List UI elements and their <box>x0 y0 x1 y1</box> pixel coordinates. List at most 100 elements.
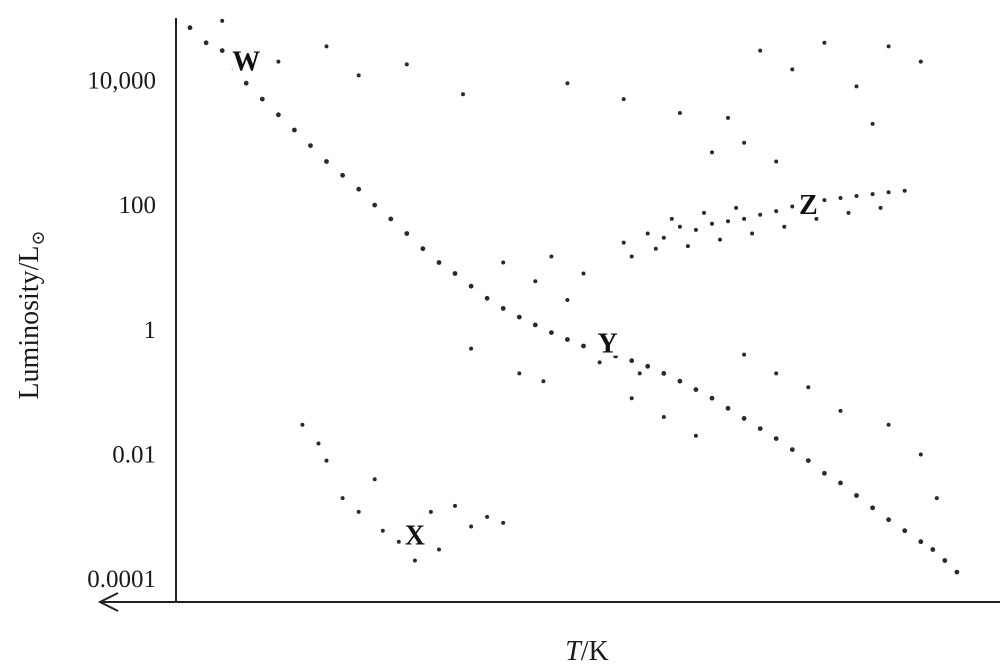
star-point <box>653 246 658 251</box>
star-point <box>758 48 763 53</box>
star-point <box>420 246 426 252</box>
star-point <box>203 40 209 46</box>
star-point <box>324 159 329 164</box>
star-point <box>805 458 811 463</box>
star-point <box>886 190 891 195</box>
sun-symbol: ⊙ <box>28 230 48 245</box>
star-point <box>565 81 570 86</box>
x-axis-title: T/K <box>565 636 609 666</box>
star-point <box>774 371 779 376</box>
y-tick-label: 0.0001 <box>87 566 156 593</box>
star-point <box>870 505 875 511</box>
star-point <box>516 314 522 320</box>
star-point <box>340 496 345 501</box>
star-point <box>725 405 731 411</box>
star-point <box>629 254 634 259</box>
star-point <box>468 283 474 289</box>
star-point <box>790 67 795 72</box>
star-point <box>774 209 779 214</box>
star-point <box>677 224 682 229</box>
star-point <box>541 379 546 384</box>
star-point <box>565 298 570 302</box>
star-point <box>372 202 378 208</box>
star-point <box>597 360 602 365</box>
region-labels: W X Y Z <box>232 43 823 552</box>
star-point <box>219 48 225 53</box>
star-point <box>918 59 923 64</box>
star-point <box>533 279 538 284</box>
star-point <box>854 493 859 498</box>
star-point <box>846 210 851 215</box>
star-point <box>693 387 699 392</box>
star-point <box>187 25 193 31</box>
star-point <box>774 159 779 164</box>
star-point <box>437 547 441 552</box>
star-point <box>726 219 730 224</box>
star-point <box>581 271 586 276</box>
star-point <box>243 80 249 86</box>
star-point <box>565 337 570 342</box>
star-point <box>461 92 465 97</box>
star-point <box>549 254 554 259</box>
star-point <box>838 408 843 413</box>
region-label-y: Y <box>597 329 617 360</box>
star-point <box>549 330 554 335</box>
star-point <box>500 306 506 311</box>
star-points <box>187 18 960 575</box>
star-point <box>532 322 538 328</box>
star-point <box>726 115 730 120</box>
star-point <box>677 378 683 384</box>
star-point <box>645 363 651 369</box>
star-point <box>757 426 763 431</box>
star-point <box>621 240 626 245</box>
star-point <box>930 547 936 552</box>
star-point <box>380 528 385 533</box>
star-point <box>356 186 362 192</box>
star-point <box>693 227 698 232</box>
star-point <box>934 496 939 501</box>
star-point <box>870 121 875 126</box>
star-point <box>854 84 859 89</box>
y-tick-labels: 10,000 100 1 0.01 0.0001 <box>87 67 156 593</box>
star-point <box>428 509 433 514</box>
star-point <box>773 436 779 441</box>
star-point <box>517 371 522 376</box>
star-point <box>870 192 875 197</box>
star-point <box>902 188 907 193</box>
star-point <box>954 569 960 575</box>
star-point <box>484 295 490 301</box>
star-point <box>501 260 506 265</box>
star-point <box>340 172 345 178</box>
star-point <box>822 40 827 45</box>
star-point <box>404 62 409 67</box>
star-point <box>661 235 666 240</box>
y-tick-label: 1 <box>144 317 157 344</box>
star-point <box>782 224 787 229</box>
star-point <box>886 44 891 49</box>
star-point <box>742 140 747 145</box>
star-point <box>685 244 690 249</box>
star-point <box>436 260 442 265</box>
star-point <box>300 422 305 427</box>
star-point <box>734 205 739 210</box>
star-point <box>453 503 457 508</box>
star-point <box>324 458 329 463</box>
star-point <box>637 371 642 376</box>
star-point <box>822 198 827 203</box>
star-point <box>918 539 924 545</box>
star-point <box>814 216 819 221</box>
star-point <box>789 447 795 452</box>
star-point <box>501 520 506 525</box>
star-point <box>220 18 225 23</box>
region-label-w: W <box>232 47 260 78</box>
star-point <box>902 528 908 534</box>
y-tick-label: 10,000 <box>87 67 156 94</box>
x-axis-arrowhead <box>97 592 119 612</box>
star-point <box>758 212 763 217</box>
star-point <box>854 194 859 198</box>
region-label-background <box>232 43 261 74</box>
star-point <box>838 480 843 486</box>
star-point <box>750 231 755 236</box>
star-point <box>356 509 361 514</box>
y-tick-label: 0.01 <box>112 442 156 469</box>
